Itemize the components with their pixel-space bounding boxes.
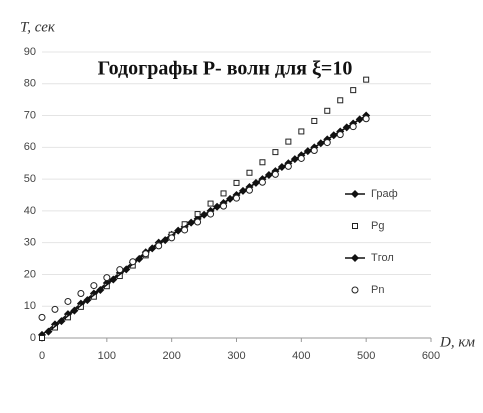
data-point	[259, 159, 266, 166]
x-tick-label: 200	[162, 350, 180, 362]
data-point	[238, 186, 247, 195]
data-point	[303, 147, 312, 156]
data-point	[77, 290, 85, 298]
data-point	[129, 258, 137, 266]
legend-marker	[352, 223, 358, 229]
y-tick-label: 60	[24, 141, 36, 153]
data-point	[83, 296, 92, 305]
data-point	[350, 87, 357, 94]
x-tick-label: 400	[292, 350, 310, 362]
y-tick-label: 90	[24, 46, 36, 58]
data-point	[298, 128, 305, 135]
data-point	[264, 170, 273, 179]
data-point	[194, 211, 201, 218]
data-point	[116, 266, 124, 274]
data-point	[246, 169, 253, 176]
data-point	[168, 234, 176, 242]
y-tick-label: 20	[24, 268, 36, 280]
data-point	[70, 306, 79, 315]
data-point	[285, 138, 292, 145]
data-point	[51, 305, 59, 313]
data-point	[148, 244, 157, 253]
data-point	[122, 265, 131, 274]
data-point	[310, 147, 318, 155]
data-point	[258, 178, 266, 186]
data-point	[362, 115, 370, 123]
data-point	[142, 250, 150, 258]
data-point	[39, 335, 45, 341]
data-point	[57, 317, 66, 326]
y-tick-label: 10	[24, 300, 36, 312]
data-point	[233, 179, 240, 186]
data-point	[96, 286, 105, 295]
data-point	[277, 163, 286, 172]
data-point	[155, 242, 163, 250]
data-point	[284, 162, 292, 170]
data-point	[324, 107, 331, 114]
data-point	[271, 170, 279, 178]
data-point	[90, 282, 98, 290]
data-point	[226, 194, 235, 203]
data-point	[174, 226, 183, 235]
data-point	[109, 275, 118, 284]
x-tick-label: 0	[39, 350, 45, 362]
data-point	[220, 202, 228, 210]
data-point	[181, 226, 189, 234]
data-point	[337, 97, 344, 104]
chart-title: Годографы P- волн для ξ=10	[98, 58, 353, 80]
data-point	[64, 297, 72, 305]
legend-marker	[351, 254, 359, 262]
series-line	[41, 114, 367, 336]
x-tick-label: 600	[422, 350, 440, 362]
data-point	[290, 155, 299, 164]
legend-marker	[351, 286, 359, 294]
data-point	[363, 76, 370, 83]
x-tick-label: 300	[227, 350, 245, 362]
data-point	[207, 210, 215, 218]
data-point	[329, 131, 338, 140]
data-point	[207, 200, 214, 207]
data-point	[38, 313, 46, 321]
data-point	[297, 154, 305, 162]
y-tick-label: 30	[24, 237, 36, 249]
data-point	[342, 123, 351, 132]
data-point	[233, 194, 240, 202]
legend-label: Тгол	[371, 252, 394, 264]
y-tick-label: 80	[24, 78, 36, 90]
x-axis-label: D, км	[439, 334, 475, 350]
data-point	[272, 149, 279, 156]
x-tick-label: 500	[357, 350, 375, 362]
y-tick-label: 70	[24, 109, 36, 121]
y-axis-label: T, сек	[20, 19, 56, 35]
data-point	[103, 274, 111, 282]
data-point	[323, 139, 331, 147]
data-point	[311, 117, 318, 124]
x-tick-label: 100	[98, 350, 116, 362]
data-point	[135, 254, 144, 263]
data-point	[213, 202, 222, 211]
data-point	[316, 139, 325, 148]
legend-label: Pn	[371, 284, 384, 296]
legend-marker	[351, 190, 359, 198]
data-point	[194, 218, 202, 226]
legend-label: Граф	[371, 188, 398, 200]
data-point	[251, 178, 260, 187]
data-point	[220, 190, 227, 197]
data-point	[355, 115, 364, 124]
y-tick-label: 40	[24, 205, 36, 217]
data-point	[336, 131, 344, 139]
data-point	[187, 218, 196, 227]
data-point	[349, 123, 357, 131]
y-tick-label: 0	[30, 332, 36, 344]
y-tick-label: 50	[24, 173, 36, 185]
data-point	[200, 210, 209, 219]
legend-label: Pg	[371, 220, 384, 232]
data-point	[161, 236, 170, 245]
data-point	[245, 186, 253, 194]
data-point	[44, 327, 53, 336]
